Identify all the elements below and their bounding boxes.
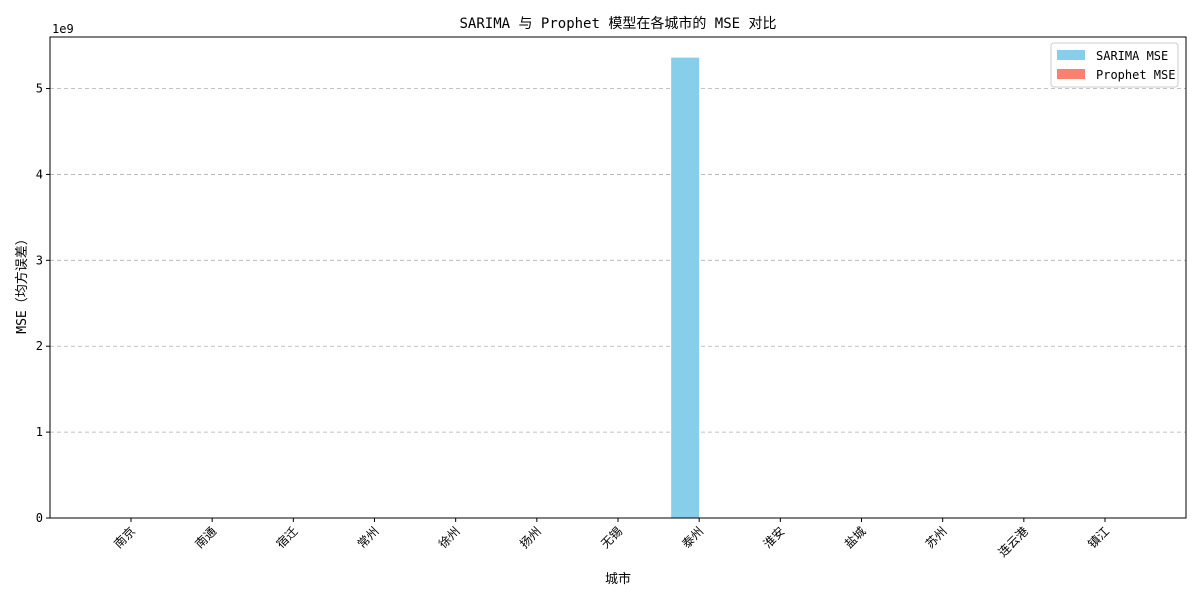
x-tick-label: 无锡 [598,524,626,552]
x-tick-label: 扬州 [516,524,544,552]
y-tick-label: 4 [36,167,43,181]
x-axis-ticks: 南京 南通 宿迁 常州 徐州 扬州 无锡 泰州 淮安 盐城 苏州 连云港 镇江 [111,518,1112,560]
bars-group [671,57,700,518]
y-tick-label: 2 [36,339,43,353]
chart-title: SARIMA 与 Prophet 模型在各城市的 MSE 对比 [459,15,776,32]
x-tick-label: 盐城 [842,524,869,551]
legend-swatch [1057,50,1085,60]
x-tick-label: 徐州 [435,524,463,552]
legend: SARIMA MSE Prophet MSE [1050,42,1179,88]
y-tick-label: 5 [36,82,43,96]
y-axis-ticks: 0 1 2 3 4 5 [36,82,50,525]
x-tick-label: 南通 [192,524,220,552]
x-tick-label: 泰州 [679,524,706,551]
x-tick-label: 常州 [355,524,382,551]
x-axis-label: 城市 [605,571,631,587]
legend-entry: Prophet MSE [1096,68,1175,82]
x-tick-label: 连云港 [995,524,1031,560]
y-tick-label: 1 [36,425,43,439]
bar-sarima [671,57,700,518]
y-tick-label: 3 [36,253,43,267]
y-tick-label: 0 [36,511,43,525]
x-tick-label: 苏州 [923,524,950,551]
y-axis-scale-label: 1e9 [52,22,74,36]
plot-frame [49,36,1187,519]
x-tick-label: 镇江 [1085,524,1112,551]
y-gridlines [50,88,1186,519]
legend-entry: SARIMA MSE [1096,49,1168,63]
x-tick-label: 南京 [111,524,139,552]
y-axis-label: MSE（均方误差） [14,232,30,333]
x-tick-label: 淮安 [760,524,788,552]
x-tick-label: 宿迁 [273,524,301,552]
legend-swatch [1057,69,1085,79]
